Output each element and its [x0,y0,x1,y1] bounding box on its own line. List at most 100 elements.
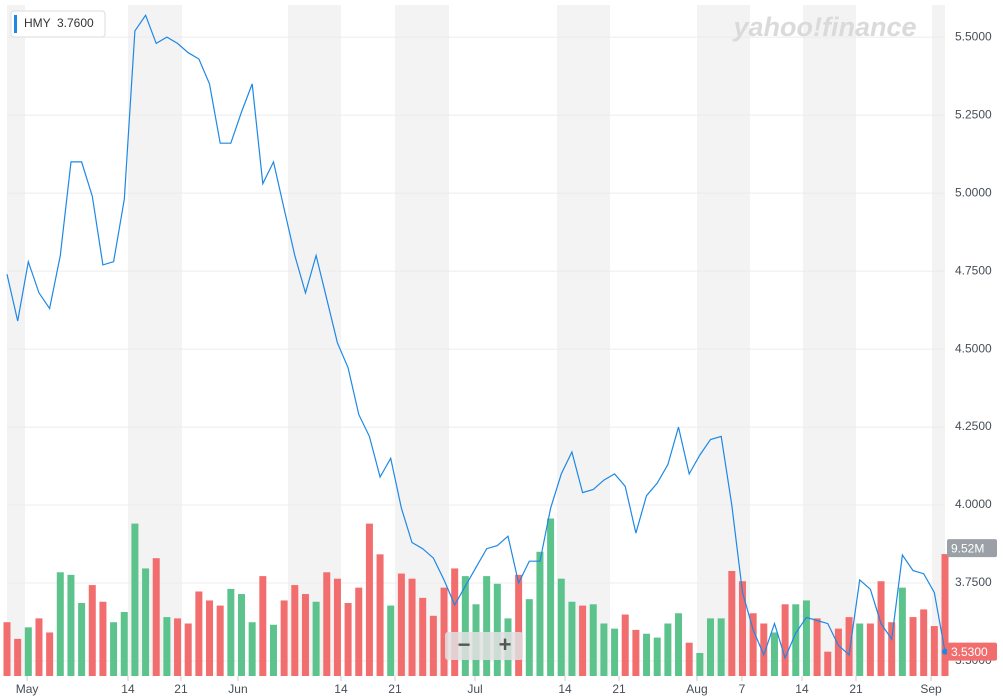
x-tick-label: Jun [228,682,247,696]
y-tick-label: 4.5000 [955,341,992,355]
volume-bar [99,601,107,676]
volume-bar [35,618,43,676]
y-tick-label: 5.0000 [955,185,992,199]
x-tick-label: 14 [795,682,809,696]
y-tick-label: 4.7500 [955,263,992,277]
volume-bar [525,599,533,676]
volume-bar [110,622,118,676]
volume-bar [206,600,214,676]
y-tick-label: 4.0000 [955,497,992,511]
volume-bar [557,578,565,676]
x-tick-label: 14 [121,682,135,696]
volume-bar [685,642,693,676]
volume-bar [46,632,54,676]
x-tick-label: 21 [612,682,626,696]
volume-bar [813,618,821,676]
volume-bar [238,594,245,676]
y-tick-label: 3.7500 [955,575,992,589]
volume-bar [227,588,235,676]
volume-bar [174,618,182,676]
volume-bar [728,570,736,676]
volume-bar [216,605,224,676]
zoom-out[interactable]: − [458,632,471,657]
volume-bar [142,568,150,676]
volume-bar [515,574,523,676]
band [7,5,25,676]
volume-bar [920,609,928,676]
brand-logo: yahoo!finance [731,12,916,42]
x-tick-label: Sep [920,682,942,696]
volume-bar [131,523,139,676]
volume-bar [664,623,672,676]
volume-bar [67,574,75,676]
volume-bar [163,617,171,676]
band [803,5,856,676]
volume-bar [184,623,192,676]
volume-bar [696,652,704,676]
quote-swatch [14,15,17,33]
x-tick-label: 14 [334,682,348,696]
volume-bar [195,591,203,676]
volume-bar [738,581,746,676]
price-line [6,14,946,660]
last-point [942,648,948,655]
volume-bar [120,611,128,676]
volume-bar [280,600,288,676]
volume-bar [621,614,629,676]
volume-bar [269,624,277,676]
volume-bar [600,623,608,676]
volume-bar [611,628,619,676]
volume-bar [547,518,555,676]
volume-bar [248,622,256,676]
volume-bar [717,618,725,676]
volume-bar [760,623,768,676]
quote-symbol: HMY [24,16,51,30]
volume-bar [333,578,341,676]
volume-bar [707,618,714,676]
volume-bar [408,578,416,676]
volume-bar [834,628,842,676]
volume-bar [941,554,949,676]
x-tick-label: 21 [849,682,863,696]
price-badge [947,642,997,661]
volume-bar [419,597,427,676]
volume-bar [88,585,96,676]
x-tick-label: 21 [388,682,402,696]
quote-value: 3.7600 [57,16,94,30]
volume-bar [856,623,864,676]
band [288,5,341,676]
volume-bar [909,617,917,676]
volume-bar [643,633,651,676]
band [697,5,750,676]
volume-bar [589,604,597,676]
volume-bar [632,629,640,676]
zoom-controls: − + [445,632,523,660]
volume-bar [792,604,800,676]
volume-bar [355,587,363,676]
volume-bar [930,626,938,676]
volume-bar [344,603,352,676]
volume-bar [749,613,757,676]
band [557,5,610,676]
volume-bar [397,573,405,676]
x-tick-label: Jul [467,682,482,696]
y-tick-label: 5.2500 [955,107,992,121]
volume-bar [675,613,683,676]
volume-bar [451,568,459,676]
volume-bar [770,632,778,676]
volume-bar [3,622,11,676]
volume-bar [579,605,587,676]
volume-bar [312,601,320,676]
volume-bar [323,572,331,676]
x-tick-label: 7 [739,682,746,696]
volume-bar [866,623,874,676]
price-line [6,14,948,660]
x-tick-label: Aug [686,682,707,696]
zoom-frame [445,632,523,660]
zoom-in[interactable]: + [499,632,512,657]
volume-badge [947,539,997,558]
volume-bar [536,551,544,676]
volume-bar [259,576,267,676]
volume-badge-label: 9.52M [951,541,984,555]
